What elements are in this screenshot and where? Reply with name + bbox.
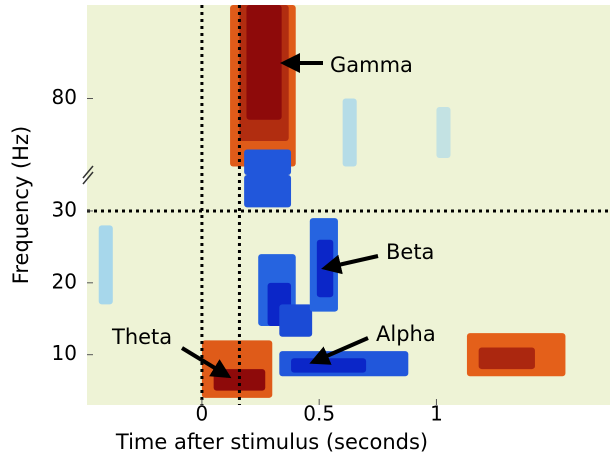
- annotations: Gamma Beta Alpha Theta: [111, 53, 436, 379]
- heatmap: [98, 5, 566, 398]
- x-axis-label: Time after stimulus (seconds): [115, 430, 428, 454]
- annotation: Alpha: [376, 322, 436, 346]
- annotation: Gamma: [330, 53, 413, 77]
- heatmap-cell: [246, 5, 282, 120]
- reference-lines: [87, 5, 610, 405]
- heatmap-cell: [244, 149, 292, 175]
- annotation: Theta: [111, 325, 172, 349]
- heatmap-cell: [98, 225, 113, 305]
- heatmap-cell: [478, 347, 535, 370]
- y-tick-label: 80: [52, 85, 77, 109]
- arrow: [180, 346, 232, 379]
- x-tick-label: 1: [430, 402, 443, 426]
- heatmap-cell: [342, 98, 357, 167]
- x-tick-label: 0: [196, 402, 209, 426]
- annotation: Beta: [386, 240, 434, 264]
- axis-break: [82, 165, 94, 185]
- heatmap-cell: [436, 107, 451, 158]
- arrow: [309, 336, 369, 365]
- arrow: [321, 254, 379, 275]
- y-axis-label: Frequency (Hz): [9, 126, 33, 284]
- heatmap-cell: [244, 175, 292, 208]
- heatmap-cell: [279, 304, 313, 337]
- axes: 0 0.5 1 10 20 30 80: [52, 85, 443, 426]
- y-tick-label: 10: [52, 341, 77, 365]
- y-tick-label: 20: [52, 269, 77, 293]
- x-tick-label: 0.5: [303, 402, 335, 426]
- heatmap-cell: [291, 358, 367, 373]
- y-tick-label: 30: [52, 197, 77, 221]
